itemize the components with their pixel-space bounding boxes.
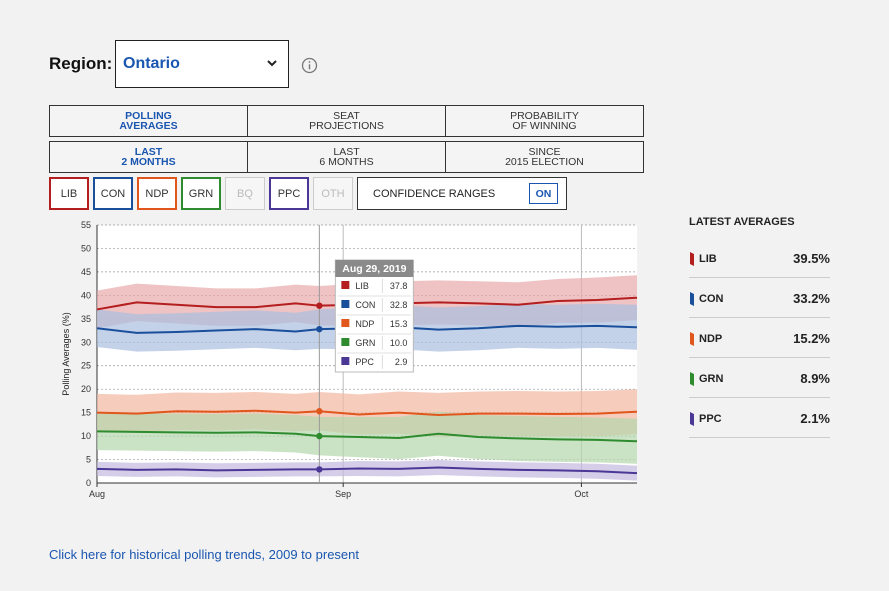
tooltip-value: 37.8 <box>390 281 408 291</box>
y-axis-label: Polling Averages (%) <box>61 312 71 395</box>
confidence-band-ppc <box>97 460 637 481</box>
polling-chart: 0 5 10 15 20 25 30 35 40 45 50 55 Aug Sep Oct Polling A… <box>61 220 638 499</box>
period-tab-label: LAST 2 MONTHS <box>121 146 176 168</box>
series-line-ndp <box>96 409 638 416</box>
y-tick-label: 5 <box>86 455 91 465</box>
confidence-ranges-toggle[interactable]: ON <box>529 183 558 204</box>
y-tick-label: 15 <box>81 408 91 418</box>
historical-trends-link[interactable]: Click here for historical polling trends… <box>49 547 359 562</box>
period-tab-1[interactable]: LAST 6 MONTHS <box>247 142 445 172</box>
confidence-ranges-label: CONFIDENCE RANGES <box>373 188 496 200</box>
latest-party-value: 2.1% <box>800 411 830 426</box>
x-tick-label: Oct <box>574 489 589 499</box>
metric-tabs: POLLING AVERAGES SEAT PROJECTIONS PROBABIL… <box>49 105 644 137</box>
hover-point-lib <box>316 302 323 309</box>
period-tab-0[interactable]: LAST 2 MONTHS <box>50 142 247 172</box>
y-tick-label: 40 <box>81 290 91 300</box>
y-tick-label: 20 <box>81 384 91 394</box>
info-icon[interactable] <box>301 57 318 74</box>
y-tick-label: 10 <box>81 431 91 441</box>
party-filter-ndp[interactable]: NDP <box>137 177 177 210</box>
region-label: Region: <box>49 54 113 73</box>
latest-party-name: GRN <box>699 373 724 385</box>
latest-row-ndp: NDP 15.2% <box>689 318 830 358</box>
hover-point-ndp <box>316 408 323 415</box>
tooltip-value: 10.0 <box>390 338 408 348</box>
period-tab-label: LAST 6 MONTHS <box>319 146 374 168</box>
tooltip-swatch <box>341 319 350 327</box>
party-filter-con[interactable]: CON <box>93 177 133 210</box>
tooltip-swatch <box>341 357 350 365</box>
confidence-ranges-control: CONFIDENCE RANGES ON <box>357 177 567 210</box>
y-tick-label: 30 <box>81 337 91 347</box>
latest-party-value: 39.5% <box>793 251 830 266</box>
tooltip-title: Aug 29, 2019 <box>342 263 406 275</box>
period-tab-2[interactable]: SINCE 2015 ELECTION <box>445 142 643 172</box>
x-tick-label: Sep <box>335 489 351 499</box>
party-filter-oth[interactable]: OTH <box>313 177 353 210</box>
tooltip-value: 32.8 <box>390 300 408 310</box>
tooltip-swatch <box>341 281 350 289</box>
tooltip-value: 2.9 <box>395 357 408 367</box>
metric-tab-1[interactable]: SEAT PROJECTIONS <box>247 106 445 136</box>
period-tabs: LAST 2 MONTHS LAST 6 MONTHS SINCE 2015 ELE… <box>49 141 644 173</box>
party-flag-icon <box>690 372 694 386</box>
latest-party-value: 8.9% <box>800 371 830 386</box>
metric-tab-label: SEAT PROJECTIONS <box>309 110 384 132</box>
metric-tab-2[interactable]: PROBABILITY OF WINNING <box>445 106 643 136</box>
y-tick-label: 45 <box>81 267 91 277</box>
party-flag-icon <box>690 332 694 346</box>
latest-row-grn: GRN 8.9% <box>689 358 830 398</box>
party-flag-icon <box>690 292 694 306</box>
party-filter-ppc[interactable]: PPC <box>269 177 309 210</box>
y-tick-label: 25 <box>81 361 91 371</box>
tooltip-header <box>335 260 414 277</box>
y-tick-label: 35 <box>81 314 91 324</box>
latest-party-name: LIB <box>699 253 717 265</box>
party-filter-grn[interactable]: GRN <box>181 177 221 210</box>
region-select[interactable]: Ontario <box>115 40 289 88</box>
latest-party-name: NDP <box>699 333 723 345</box>
tooltip-swatch <box>341 300 350 308</box>
tooltip-party: CON <box>355 300 375 310</box>
period-tab-label: SINCE 2015 ELECTION <box>505 146 584 168</box>
tooltip-value: 15.3 <box>390 319 408 329</box>
hover-point-ppc <box>316 466 323 473</box>
metric-tab-0[interactable]: POLLING AVERAGES <box>50 106 247 136</box>
x-tick-label: Aug <box>89 489 105 499</box>
hover-point-con <box>316 325 323 333</box>
tooltip-party: PPC <box>355 357 374 367</box>
chevron-down-icon <box>267 60 277 67</box>
latest-party-value: 15.2% <box>793 331 830 346</box>
y-tick-label: 55 <box>81 220 91 230</box>
latest-row-con: CON 33.2% <box>689 278 830 318</box>
metric-tab-label: POLLING AVERAGES <box>119 110 178 132</box>
y-tick-label: 50 <box>81 243 91 253</box>
tooltip-party: NDP <box>355 319 374 329</box>
latest-row-ppc: PPC 2.1% <box>689 398 830 438</box>
party-flag-icon <box>690 252 694 266</box>
party-flag-icon <box>690 412 694 426</box>
latest-averages-title: LATEST AVERAGES <box>689 216 795 228</box>
hover-point-grn <box>316 432 323 440</box>
series-line-grn <box>96 430 638 443</box>
tooltip-party: LIB <box>355 281 369 291</box>
region-value: Ontario <box>123 55 180 72</box>
party-filter-lib[interactable]: LIB <box>49 177 89 210</box>
metric-tab-label: PROBABILITY OF WINNING <box>510 110 579 132</box>
latest-party-value: 33.2% <box>793 291 830 306</box>
tooltip-party: GRN <box>355 338 375 348</box>
latest-party-name: PPC <box>699 413 722 425</box>
party-filter-bq[interactable]: BQ <box>225 177 265 210</box>
tooltip-swatch <box>341 338 350 346</box>
latest-party-name: CON <box>699 293 724 305</box>
latest-row-lib: LIB 39.5% <box>689 238 830 278</box>
series-line-ppc <box>96 466 638 475</box>
y-tick-label: 0 <box>86 478 91 488</box>
